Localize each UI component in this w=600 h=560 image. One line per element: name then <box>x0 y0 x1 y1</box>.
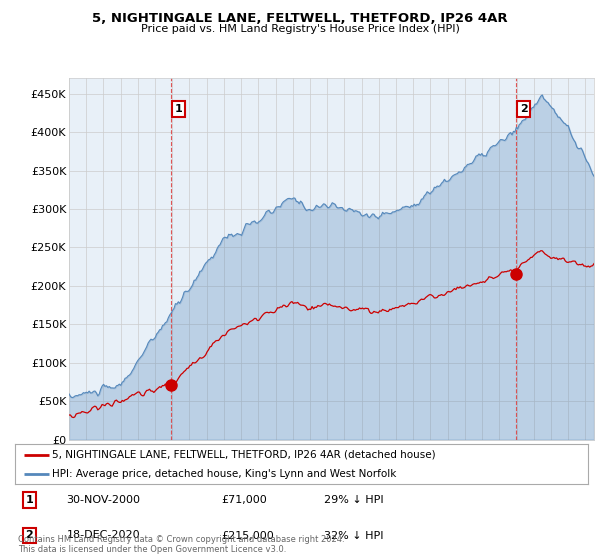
Text: 2: 2 <box>520 104 527 114</box>
Text: £215,000: £215,000 <box>221 530 274 540</box>
Text: 1: 1 <box>175 104 182 114</box>
Text: Price paid vs. HM Land Registry's House Price Index (HPI): Price paid vs. HM Land Registry's House … <box>140 24 460 34</box>
Text: 30-NOV-2000: 30-NOV-2000 <box>67 495 140 505</box>
Text: £71,000: £71,000 <box>221 495 267 505</box>
Text: 5, NIGHTINGALE LANE, FELTWELL, THETFORD, IP26 4AR: 5, NIGHTINGALE LANE, FELTWELL, THETFORD,… <box>92 12 508 25</box>
Text: 1: 1 <box>25 495 33 505</box>
Text: 18-DEC-2020: 18-DEC-2020 <box>67 530 140 540</box>
Text: 2: 2 <box>25 530 33 540</box>
Text: HPI: Average price, detached house, King's Lynn and West Norfolk: HPI: Average price, detached house, King… <box>52 469 397 478</box>
Text: 32% ↓ HPI: 32% ↓ HPI <box>325 530 384 540</box>
Text: Contains HM Land Registry data © Crown copyright and database right 2024.
This d: Contains HM Land Registry data © Crown c… <box>18 535 344 554</box>
Text: 29% ↓ HPI: 29% ↓ HPI <box>325 495 384 505</box>
Text: 5, NIGHTINGALE LANE, FELTWELL, THETFORD, IP26 4AR (detached house): 5, NIGHTINGALE LANE, FELTWELL, THETFORD,… <box>52 450 436 460</box>
